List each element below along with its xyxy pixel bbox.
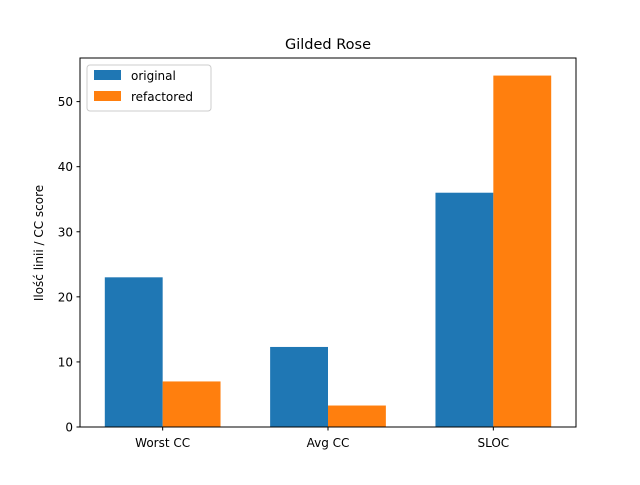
chart-title: Gilded Rose [285, 37, 371, 53]
legend-label-refactored: refactored [131, 90, 193, 104]
x-tick-label-2: SLOC [477, 436, 509, 450]
x-tick-label-1: Avg CC [307, 436, 350, 450]
bar-refactored-0 [162, 381, 221, 427]
axes-frame [79, 57, 577, 428]
bars-group [104, 75, 552, 428]
y-tick-label-2: 20 [58, 290, 73, 304]
bar-original-0 [104, 277, 163, 427]
bar-original-2 [435, 192, 494, 427]
legend-label-original: original [131, 69, 176, 83]
legend-swatch-refactored [94, 91, 121, 101]
legend-swatch-original [94, 70, 121, 80]
bar-refactored-1 [328, 405, 386, 427]
y-tick-label-1: 10 [58, 355, 73, 369]
x-axis: Worst CC Avg CC SLOC [135, 427, 509, 450]
y-tick-label-4: 40 [58, 160, 73, 174]
y-tick-label-0: 0 [65, 421, 73, 435]
bar-original-1 [270, 346, 328, 427]
bar-refactored-2 [493, 75, 552, 428]
x-tick-label-0: Worst CC [135, 436, 190, 450]
y-tick-label-5: 50 [58, 95, 73, 109]
y-axis-label: Ilość linii / CC score [32, 185, 46, 301]
y-axis: 0 10 20 30 40 50 [58, 95, 80, 435]
y-tick-label-3: 30 [58, 225, 73, 239]
legend: original refactored [86, 64, 212, 112]
